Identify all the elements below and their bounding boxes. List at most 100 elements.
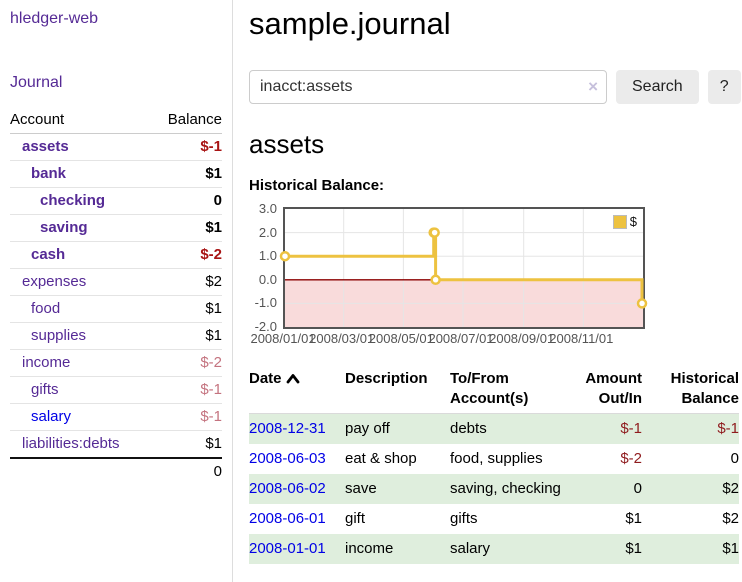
transaction-amount: $-1 [620,420,642,437]
transaction-row: 2008-06-03 eat & shop food, supplies $-2 0 [249,444,739,474]
transaction-accounts: gifts [450,510,478,527]
search-form: × Search ? [249,70,741,104]
register-header-amount[interactable]: Amount Out/In [562,367,642,414]
app-title-link[interactable]: hledger-web [10,10,99,27]
y-axis-tick-label: -1.0 [254,295,277,311]
account-link[interactable]: checking [40,192,106,209]
page-title: sample.journal [249,6,451,41]
account-row: expenses $2 [10,268,222,296]
transaction-balance: $1 [722,540,739,557]
account-balance: $1 [151,160,222,188]
account-heading: assets [249,129,325,159]
search-button[interactable]: Search [616,70,699,104]
account-link[interactable]: supplies [31,327,87,344]
account-row: checking 0 [10,187,222,215]
transaction-balance: $2 [722,480,739,497]
legend-label: $ [629,214,637,229]
account-link[interactable]: bank [31,165,67,182]
transaction-balance: 0 [730,450,739,467]
transaction-accounts: saving, checking [450,480,561,497]
register-header-accounts[interactable]: To/From Account(s) [450,367,562,414]
transaction-row: 2008-01-01 income salary $1 $1 [249,534,739,564]
clear-search-icon[interactable]: × [588,77,598,96]
transaction-date-link[interactable]: 2008-06-03 [249,450,326,467]
transaction-accounts: debts [450,420,487,437]
transaction-balance: $-1 [717,420,739,437]
chart-plot-area[interactable]: $ [279,207,648,329]
accounts-header-balance: Balance [151,108,222,134]
account-balance: $2 [151,268,222,296]
account-row: gifts $-1 [10,376,222,404]
account-balance: $-1 [151,376,222,404]
transaction-date-link[interactable]: 2008-06-02 [249,480,326,497]
legend-swatch-icon [612,214,627,229]
account-balance: $1 [151,322,222,350]
y-axis-tick-label: -2.0 [254,319,277,334]
register-header-description[interactable]: Description [345,367,450,414]
transaction-date-link[interactable]: 2008-06-01 [249,510,326,527]
account-balance: $1 [151,214,222,242]
historical-balance-chart[interactable]: $3.0 2.0 1.0 0.0 -1.0 -2.0 2008/01/01 2008/03/0… [249,202,669,349]
account-row: food $1 [10,295,222,323]
account-link[interactable]: cash [31,246,66,263]
account-link[interactable]: liabilities:debts [22,435,120,452]
account-link[interactable]: gifts [31,381,59,398]
account-balance: $-2 [151,349,222,377]
account-balance: $-1 [151,133,222,161]
account-balance: $-1 [151,403,222,431]
account-link[interactable]: income [22,354,71,371]
account-row: supplies $1 [10,322,222,350]
register-header-balance[interactable]: Historical Balance [642,367,739,414]
account-row: bank $1 [10,160,222,188]
account-link[interactable]: salary [31,408,72,425]
sidebar: hledger-web Journal Account Balance asse… [0,0,233,582]
search-input[interactable] [249,70,607,104]
x-axis-tick-label: 2008/01/01 [250,331,316,346]
account-link[interactable]: saving [40,219,88,236]
x-axis-tick-label: 2008/07/01 [428,331,494,346]
transaction-description: income [345,540,394,557]
transaction-amount: $1 [625,540,642,557]
account-link[interactable]: expenses [22,273,87,290]
account-link[interactable]: food [31,300,61,317]
transaction-row: 2008-06-02 save saving, checking 0 $2 [249,474,739,504]
y-axis-tick-label: 0.0 [258,271,277,287]
search-box: × [249,70,607,104]
register-table: Date Description To/From Account(s) Amou… [249,367,739,564]
chart-title: Historical Balance: [249,177,385,194]
accounts-table: Account Balance assets $-1 bank $1 checking 0… [10,108,222,485]
y-axis-tick-label: 3.0 [258,201,277,216]
transaction-amount: $-2 [620,450,642,467]
account-row: cash $-2 [10,241,222,269]
x-axis-tick-label: 2008/05/01 [368,331,434,346]
accounts-total-row: 0 [10,457,222,485]
account-balance: 0 [151,187,222,215]
accounts-total-spacer [10,457,152,485]
chart-legend: $ [612,214,637,229]
transaction-date-link[interactable]: 2008-12-31 [249,420,326,437]
account-row: income $-2 [10,349,222,377]
accounts-total-value: 0 [151,457,222,485]
transaction-date-link[interactable]: 2008-01-01 [249,540,326,557]
register-header-row: Date Description To/From Account(s) Amou… [249,367,739,414]
x-axis-tick-label: 2008/03/01 [309,331,375,346]
x-axis-tick-label: 2008/11/01 [549,331,614,346]
journal-nav-link[interactable]: Journal [10,74,63,91]
transaction-row: 2008-06-01 gift gifts $1 $2 [249,504,739,534]
account-link[interactable]: assets [22,138,69,155]
transaction-description: save [345,480,377,497]
transaction-row: 2008-12-31 pay off debts $-1 $-1 [249,413,739,444]
account-balance: $1 [151,295,222,323]
transaction-accounts: salary [450,540,491,557]
transaction-amount: 0 [633,480,642,497]
register-header-date[interactable]: Date [249,367,345,414]
account-balance: $1 [151,430,222,459]
x-axis-tick-label: 2008/09/01 [489,331,555,346]
help-button[interactable]: ? [707,70,741,104]
y-axis-tick-label: 2.0 [258,224,277,240]
account-row: liabilities:debts $1 [10,430,222,459]
account-balance: $-2 [151,241,222,269]
sort-ascending-icon [286,370,300,390]
accounts-header-row: Account Balance [10,108,222,134]
